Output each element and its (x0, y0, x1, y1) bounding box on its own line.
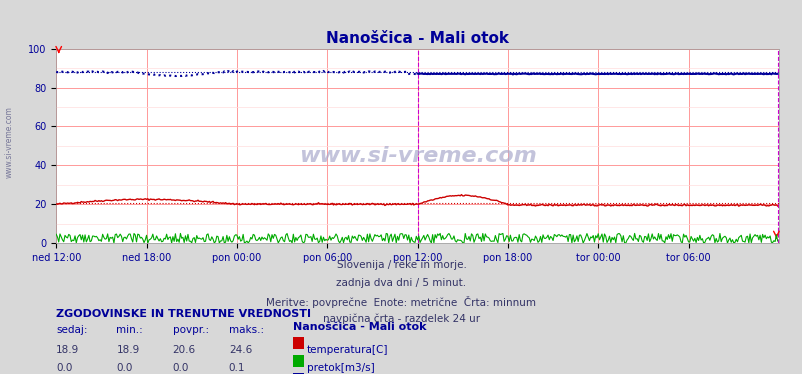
Text: Meritve: povprečne  Enote: metrične  Črta: minnum: Meritve: povprečne Enote: metrične Črta:… (266, 296, 536, 308)
Text: temperatura[C]: temperatura[C] (306, 345, 387, 355)
Text: povpr.:: povpr.: (172, 325, 209, 335)
Text: min.:: min.: (116, 325, 143, 335)
Text: Nanoščica - Mali otok: Nanoščica - Mali otok (293, 322, 426, 332)
Text: www.si-vreme.com: www.si-vreme.com (298, 145, 536, 166)
Text: 18.9: 18.9 (116, 345, 140, 355)
Text: zadnja dva dni / 5 minut.: zadnja dva dni / 5 minut. (336, 278, 466, 288)
Text: 20.6: 20.6 (172, 345, 196, 355)
Text: www.si-vreme.com: www.si-vreme.com (5, 106, 14, 178)
Text: ZGODOVINSKE IN TRENUTNE VREDNOSTI: ZGODOVINSKE IN TRENUTNE VREDNOSTI (56, 309, 311, 319)
Title: Nanoščica - Mali otok: Nanoščica - Mali otok (326, 31, 508, 46)
Text: maks.:: maks.: (229, 325, 264, 335)
Text: 0.0: 0.0 (116, 363, 132, 373)
Text: 18.9: 18.9 (56, 345, 79, 355)
Text: 0.1: 0.1 (229, 363, 245, 373)
Text: 0.0: 0.0 (172, 363, 188, 373)
Text: pretok[m3/s]: pretok[m3/s] (306, 363, 374, 373)
Text: navpična črta - razdelek 24 ur: navpična črta - razdelek 24 ur (322, 314, 480, 324)
Text: 0.0: 0.0 (56, 363, 72, 373)
Text: sedaj:: sedaj: (56, 325, 87, 335)
Text: 24.6: 24.6 (229, 345, 252, 355)
Text: Slovenija / reke in morje.: Slovenija / reke in morje. (336, 260, 466, 270)
